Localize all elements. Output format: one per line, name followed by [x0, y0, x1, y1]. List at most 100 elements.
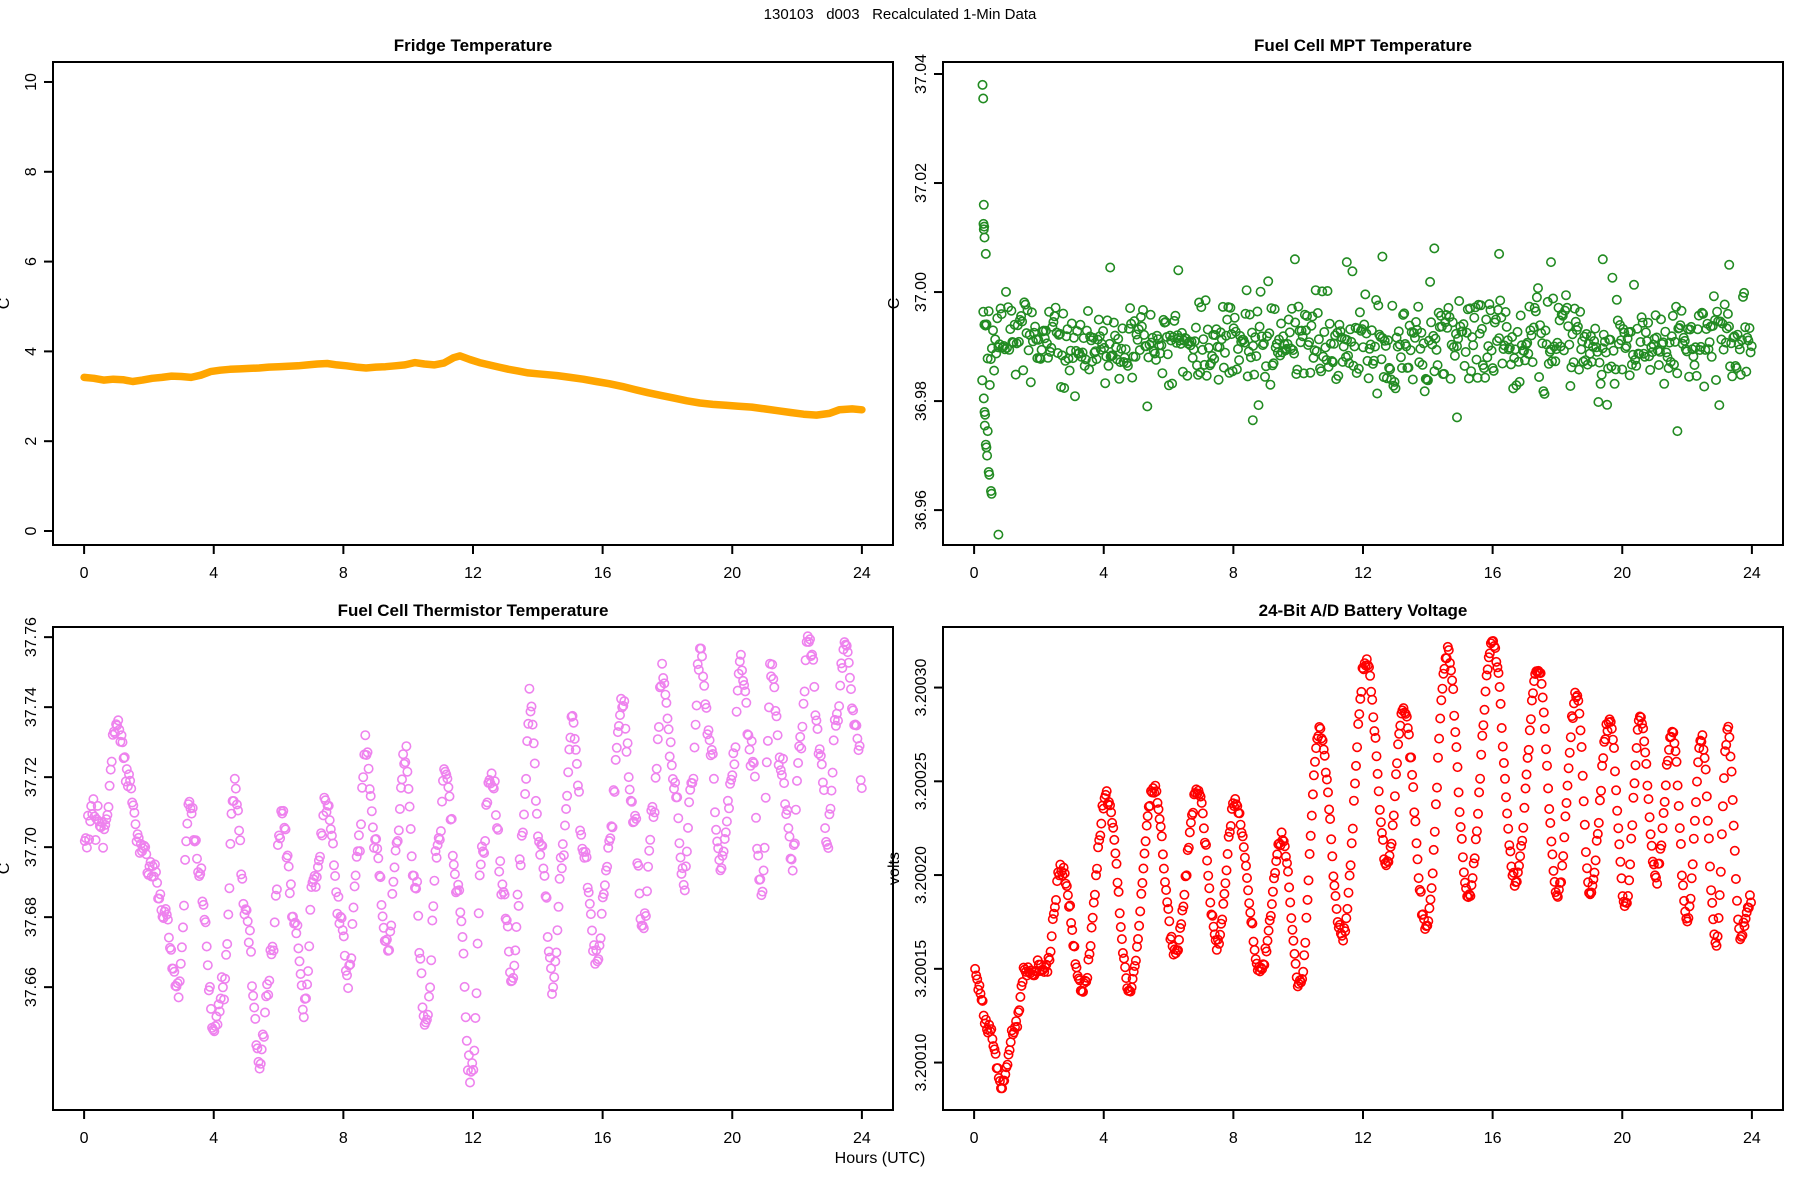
- data-point: [1301, 912, 1312, 923]
- data-point: [599, 880, 610, 891]
- data-point: [1390, 383, 1401, 394]
- data-point: [1582, 863, 1593, 874]
- data-point: [1588, 874, 1599, 885]
- data-point: [1263, 276, 1274, 287]
- data-point: [1697, 730, 1708, 741]
- data-point: [1492, 662, 1503, 673]
- data-point: [1501, 792, 1512, 803]
- data-point: [1268, 358, 1279, 369]
- data-series: [970, 635, 1757, 1094]
- data-point: [1425, 894, 1436, 905]
- data-point: [1590, 323, 1601, 334]
- data-point: [1656, 840, 1667, 851]
- data-point: [436, 796, 447, 807]
- data-point: [1401, 711, 1412, 722]
- data-point: [1376, 354, 1387, 365]
- data-point: [1692, 776, 1703, 787]
- data-point: [1133, 324, 1144, 335]
- data-point: [569, 733, 580, 744]
- data-point: [1724, 321, 1735, 332]
- data-point: [1739, 921, 1750, 932]
- data-point: [1149, 348, 1160, 359]
- data-point: [826, 785, 837, 796]
- data-point: [661, 697, 672, 708]
- data-point: [524, 683, 535, 694]
- data-point: [1177, 905, 1188, 916]
- data-point: [1432, 360, 1443, 371]
- data-point: [1623, 890, 1634, 901]
- data-point: [244, 925, 255, 936]
- data-point: [1383, 856, 1394, 867]
- data-point: [532, 831, 543, 842]
- data-point: [1612, 805, 1623, 816]
- data-point: [1727, 371, 1738, 382]
- data-point: [1001, 342, 1012, 353]
- data-point: [1340, 926, 1351, 937]
- data-point: [1117, 947, 1128, 958]
- data-point: [1422, 375, 1433, 386]
- data-point: [613, 720, 624, 731]
- data-point: [117, 737, 128, 748]
- data-point: [1407, 374, 1418, 385]
- data-point: [152, 877, 163, 888]
- data-point: [1176, 919, 1187, 930]
- data-point: [855, 775, 866, 786]
- data-point: [1137, 877, 1148, 888]
- data-point: [1478, 720, 1489, 731]
- data-point: [1244, 898, 1255, 909]
- data-point: [1482, 352, 1493, 363]
- data-point: [1560, 811, 1571, 822]
- data-point: [1593, 396, 1604, 407]
- data-point: [1129, 960, 1140, 971]
- data-point: [414, 947, 425, 958]
- data-point: [1293, 301, 1304, 312]
- data-point: [460, 1012, 471, 1023]
- data-point: [1658, 807, 1669, 818]
- data-point: [220, 973, 231, 984]
- data-point: [1428, 844, 1439, 855]
- data-point: [1541, 744, 1552, 755]
- data-point: [248, 990, 259, 1001]
- data-point: [1596, 369, 1607, 380]
- data-point: [1247, 918, 1258, 929]
- data-point: [300, 993, 311, 1004]
- data-point: [1706, 885, 1717, 896]
- data-point: [1543, 783, 1554, 794]
- data-point: [744, 744, 755, 755]
- data-point: [970, 963, 981, 974]
- data-point: [575, 825, 586, 836]
- data-point: [1676, 870, 1687, 881]
- data-point: [179, 900, 190, 911]
- data-point: [728, 748, 739, 759]
- data-point: [1416, 327, 1427, 338]
- data-point: [503, 946, 514, 957]
- data-point: [984, 379, 995, 390]
- data-point: [648, 812, 659, 823]
- data-point: [221, 949, 232, 960]
- data-point: [1393, 739, 1404, 750]
- data-point: [663, 724, 674, 735]
- data-point: [1393, 326, 1404, 337]
- data-point-outlier: [1546, 257, 1557, 268]
- x-axis-ticks: 0 4 8 12 16 20 24: [970, 1110, 1761, 1147]
- y-tick-label: 3.20015: [913, 940, 930, 998]
- data-point: [1542, 760, 1553, 771]
- data-point: [747, 756, 758, 767]
- data-point: [240, 904, 251, 915]
- data-point: [1006, 305, 1017, 316]
- data-point: [1127, 372, 1138, 383]
- data-point: [1181, 870, 1192, 881]
- data-point: [734, 656, 745, 667]
- data-point: [1046, 931, 1057, 942]
- data-point: [585, 909, 596, 920]
- data-point: [339, 950, 350, 961]
- data-point: [1645, 364, 1656, 375]
- data-point: [256, 1044, 267, 1055]
- data-point: [1539, 723, 1550, 734]
- data-point: [1514, 376, 1525, 387]
- data-point: [1740, 322, 1751, 333]
- data-point: [1642, 780, 1653, 791]
- data-point: [1140, 836, 1151, 847]
- data-point: [1579, 331, 1590, 342]
- data-point: [1209, 353, 1220, 364]
